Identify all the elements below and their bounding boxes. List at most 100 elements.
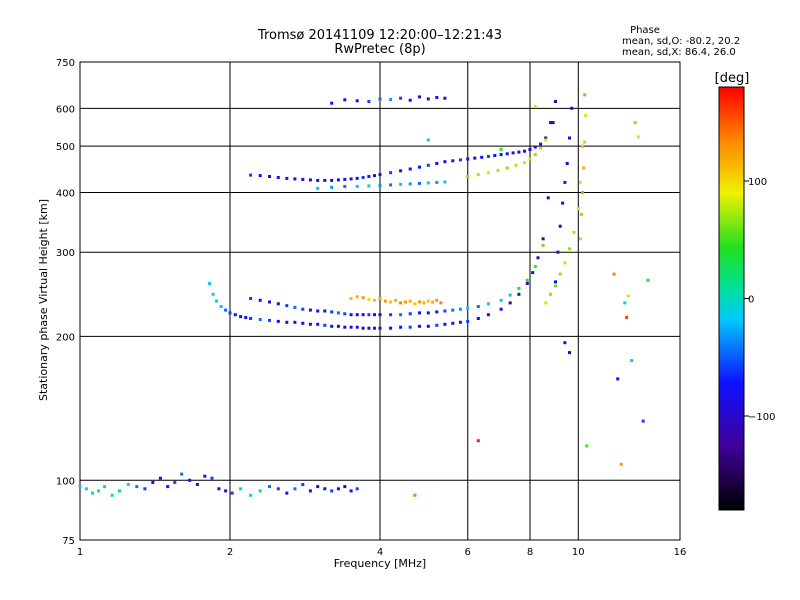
- data-point: [408, 167, 412, 171]
- data-point: [336, 178, 340, 182]
- data-point: [582, 166, 586, 170]
- data-point: [641, 419, 645, 423]
- data-point: [539, 146, 543, 150]
- data-point: [466, 306, 470, 310]
- data-point: [285, 491, 289, 495]
- colorbar-ticks: 100 0 −100: [744, 177, 775, 423]
- data-point: [378, 313, 382, 317]
- data-point: [173, 480, 177, 484]
- data-point: [408, 98, 412, 102]
- data-point: [378, 183, 382, 187]
- y-tick-label: 600: [56, 104, 75, 115]
- data-point: [533, 153, 537, 157]
- data-point: [180, 472, 184, 476]
- data-point: [578, 180, 582, 184]
- data-point: [301, 177, 305, 181]
- data-point: [561, 201, 565, 205]
- data-point: [78, 485, 82, 489]
- data-point: [330, 101, 334, 105]
- data-point: [536, 256, 540, 260]
- data-point: [426, 299, 430, 303]
- data-point: [435, 162, 439, 165]
- data-point: [486, 171, 490, 175]
- data-point: [239, 487, 243, 491]
- data-point: [355, 487, 359, 491]
- data-point: [301, 321, 305, 325]
- stats-line-x: mean, sd,X: 86.4, 26.0: [622, 47, 736, 58]
- data-point: [316, 186, 320, 190]
- data-point: [355, 295, 359, 299]
- data-point: [563, 180, 567, 184]
- data-point: [523, 149, 526, 153]
- y-tick-label: 100: [56, 476, 75, 487]
- data-point: [517, 292, 521, 296]
- data-point: [91, 491, 95, 495]
- data-point: [336, 487, 340, 491]
- data-point: [367, 175, 371, 178]
- data-point: [110, 493, 114, 497]
- data-point: [508, 301, 512, 305]
- data-point: [581, 191, 585, 194]
- data-point: [330, 324, 334, 328]
- data-point: [135, 485, 139, 489]
- data-point: [355, 313, 359, 317]
- data-point: [378, 97, 382, 101]
- data-point: [528, 157, 532, 161]
- data-point: [389, 300, 393, 304]
- data-point: [476, 173, 480, 177]
- data-point: [499, 153, 503, 157]
- data-point: [399, 169, 403, 173]
- data-point: [568, 247, 571, 251]
- data-point: [97, 489, 101, 493]
- data-point: [399, 182, 403, 186]
- data-point: [523, 161, 526, 165]
- data-point: [473, 156, 477, 160]
- x-tick-label: 2: [227, 547, 233, 558]
- data-point: [349, 313, 353, 317]
- chart-title: Tromsø 20141109 12:20:00–12:21:43: [257, 28, 502, 43]
- x-axis-label: Frequency [MHz]: [334, 557, 426, 570]
- y-axis-label: Stationary phase Virtual Height [km]: [37, 199, 50, 401]
- colorbar-label: [deg]: [715, 71, 750, 86]
- data-point: [578, 237, 582, 241]
- data-point: [268, 485, 271, 489]
- data-point: [619, 462, 623, 466]
- data-point: [426, 97, 430, 101]
- data-point: [418, 181, 421, 185]
- data-point: [367, 326, 371, 330]
- data-point: [389, 98, 393, 101]
- data-point: [158, 476, 162, 480]
- data-point: [361, 313, 365, 317]
- data-point: [343, 177, 347, 181]
- data-point: [330, 178, 334, 182]
- data-point: [544, 301, 548, 305]
- data-point: [373, 298, 376, 302]
- data-point: [408, 299, 412, 303]
- data-point: [486, 302, 490, 306]
- x-tick-label: 16: [674, 547, 687, 558]
- data-point: [508, 293, 512, 297]
- data-point: [623, 301, 627, 305]
- data-point: [230, 491, 234, 495]
- data-point: [308, 322, 312, 326]
- y-tick-label: 750: [56, 58, 75, 69]
- data-point: [549, 292, 553, 296]
- data-point: [349, 297, 353, 300]
- data-point: [308, 308, 312, 312]
- data-point: [525, 282, 529, 285]
- data-point: [330, 310, 334, 314]
- data-point: [249, 173, 253, 177]
- data-point: [323, 323, 327, 327]
- data-point: [336, 324, 340, 328]
- data-point: [584, 113, 588, 117]
- data-point: [118, 489, 121, 493]
- data-point: [451, 321, 455, 325]
- data-point: [630, 359, 634, 363]
- data-point: [546, 196, 550, 200]
- axis-ticks: 1 2 4 6 8 10 16 75 100 200 300 400 500 600 750: [56, 58, 686, 558]
- data-point: [355, 176, 359, 180]
- data-point: [476, 305, 480, 308]
- data-point: [355, 184, 359, 188]
- data-point: [585, 444, 589, 448]
- data-point: [336, 311, 340, 315]
